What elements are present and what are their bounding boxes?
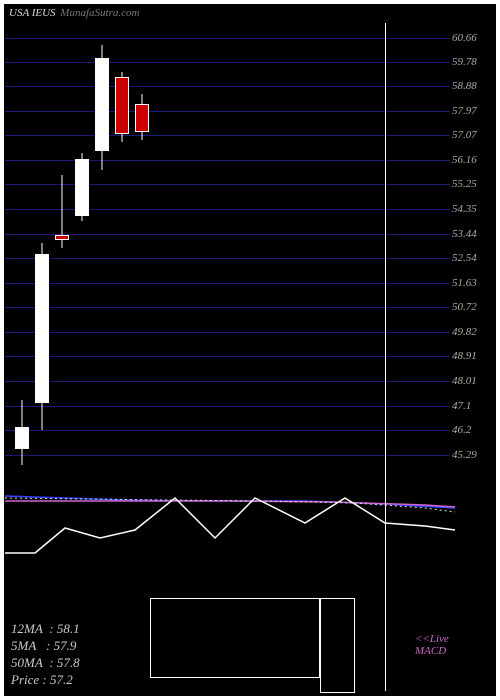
gridline [5,38,450,39]
gridline [5,135,450,136]
gridline [5,160,450,161]
info-block: 12MA : 58.15MA : 57.950MA : 57.8Price : … [11,621,80,689]
y-axis-label: 45.29 [452,449,492,461]
info-row: 50MA : 57.8 [11,655,80,672]
macd-histogram-box [150,598,320,678]
y-axis-label: 50.72 [452,301,492,313]
y-axis-label: 52.54 [452,252,492,264]
candle [55,23,69,468]
gridline [5,406,450,407]
live-prefix: <<Live [415,633,449,645]
chart-title: USA IEUS MunafaSutra.com [9,7,139,19]
y-axis-label: 59.78 [452,56,492,68]
candle [135,23,149,468]
gridline [5,356,450,357]
candle [95,23,109,468]
source-label: MunafaSutra.com [60,7,139,19]
y-axis-label: 54.35 [452,203,492,215]
gridline [5,430,450,431]
gridline [5,455,450,456]
y-axis-label: 47.1 [452,400,492,412]
live-macd-label: <<Live MACD [415,633,449,657]
chart-container: USA IEUS MunafaSutra.com 60.6659.7858.88… [4,4,496,696]
gridline [5,307,450,308]
y-axis-label: 57.07 [452,129,492,141]
info-row: 5MA : 57.9 [11,638,80,655]
y-axis-label: 60.66 [452,32,492,44]
y-axis-label: 58.88 [452,80,492,92]
gridline [5,332,450,333]
candle [35,23,49,468]
y-axis-label: 51.63 [452,277,492,289]
candle [115,23,129,468]
gridline [5,86,450,87]
cursor-line [385,23,386,691]
gridline [5,209,450,210]
y-axis-label: 48.01 [452,375,492,387]
y-axis-label: 53.44 [452,228,492,240]
ticker-label: USA IEUS [9,7,56,19]
y-axis-label: 48.91 [452,350,492,362]
gridline [5,258,450,259]
info-row: Price : 57.2 [11,672,80,689]
y-axis-label: 49.82 [452,326,492,338]
candle [75,23,89,468]
y-axis-label: 57.97 [452,105,492,117]
macd-histogram-box [320,598,355,693]
info-row: 12MA : 58.1 [11,621,80,638]
live-name: MACD [415,645,446,657]
gridline [5,184,450,185]
y-axis-label: 46.2 [452,424,492,436]
gridline [5,62,450,63]
candle [15,23,29,468]
price-panel: 60.6659.7858.8857.9757.0756.1655.2554.35… [5,23,450,468]
y-axis-label: 56.16 [452,154,492,166]
gridline [5,111,450,112]
gridline [5,381,450,382]
gridline [5,283,450,284]
y-axis-label: 55.25 [452,178,492,190]
gridline [5,234,450,235]
